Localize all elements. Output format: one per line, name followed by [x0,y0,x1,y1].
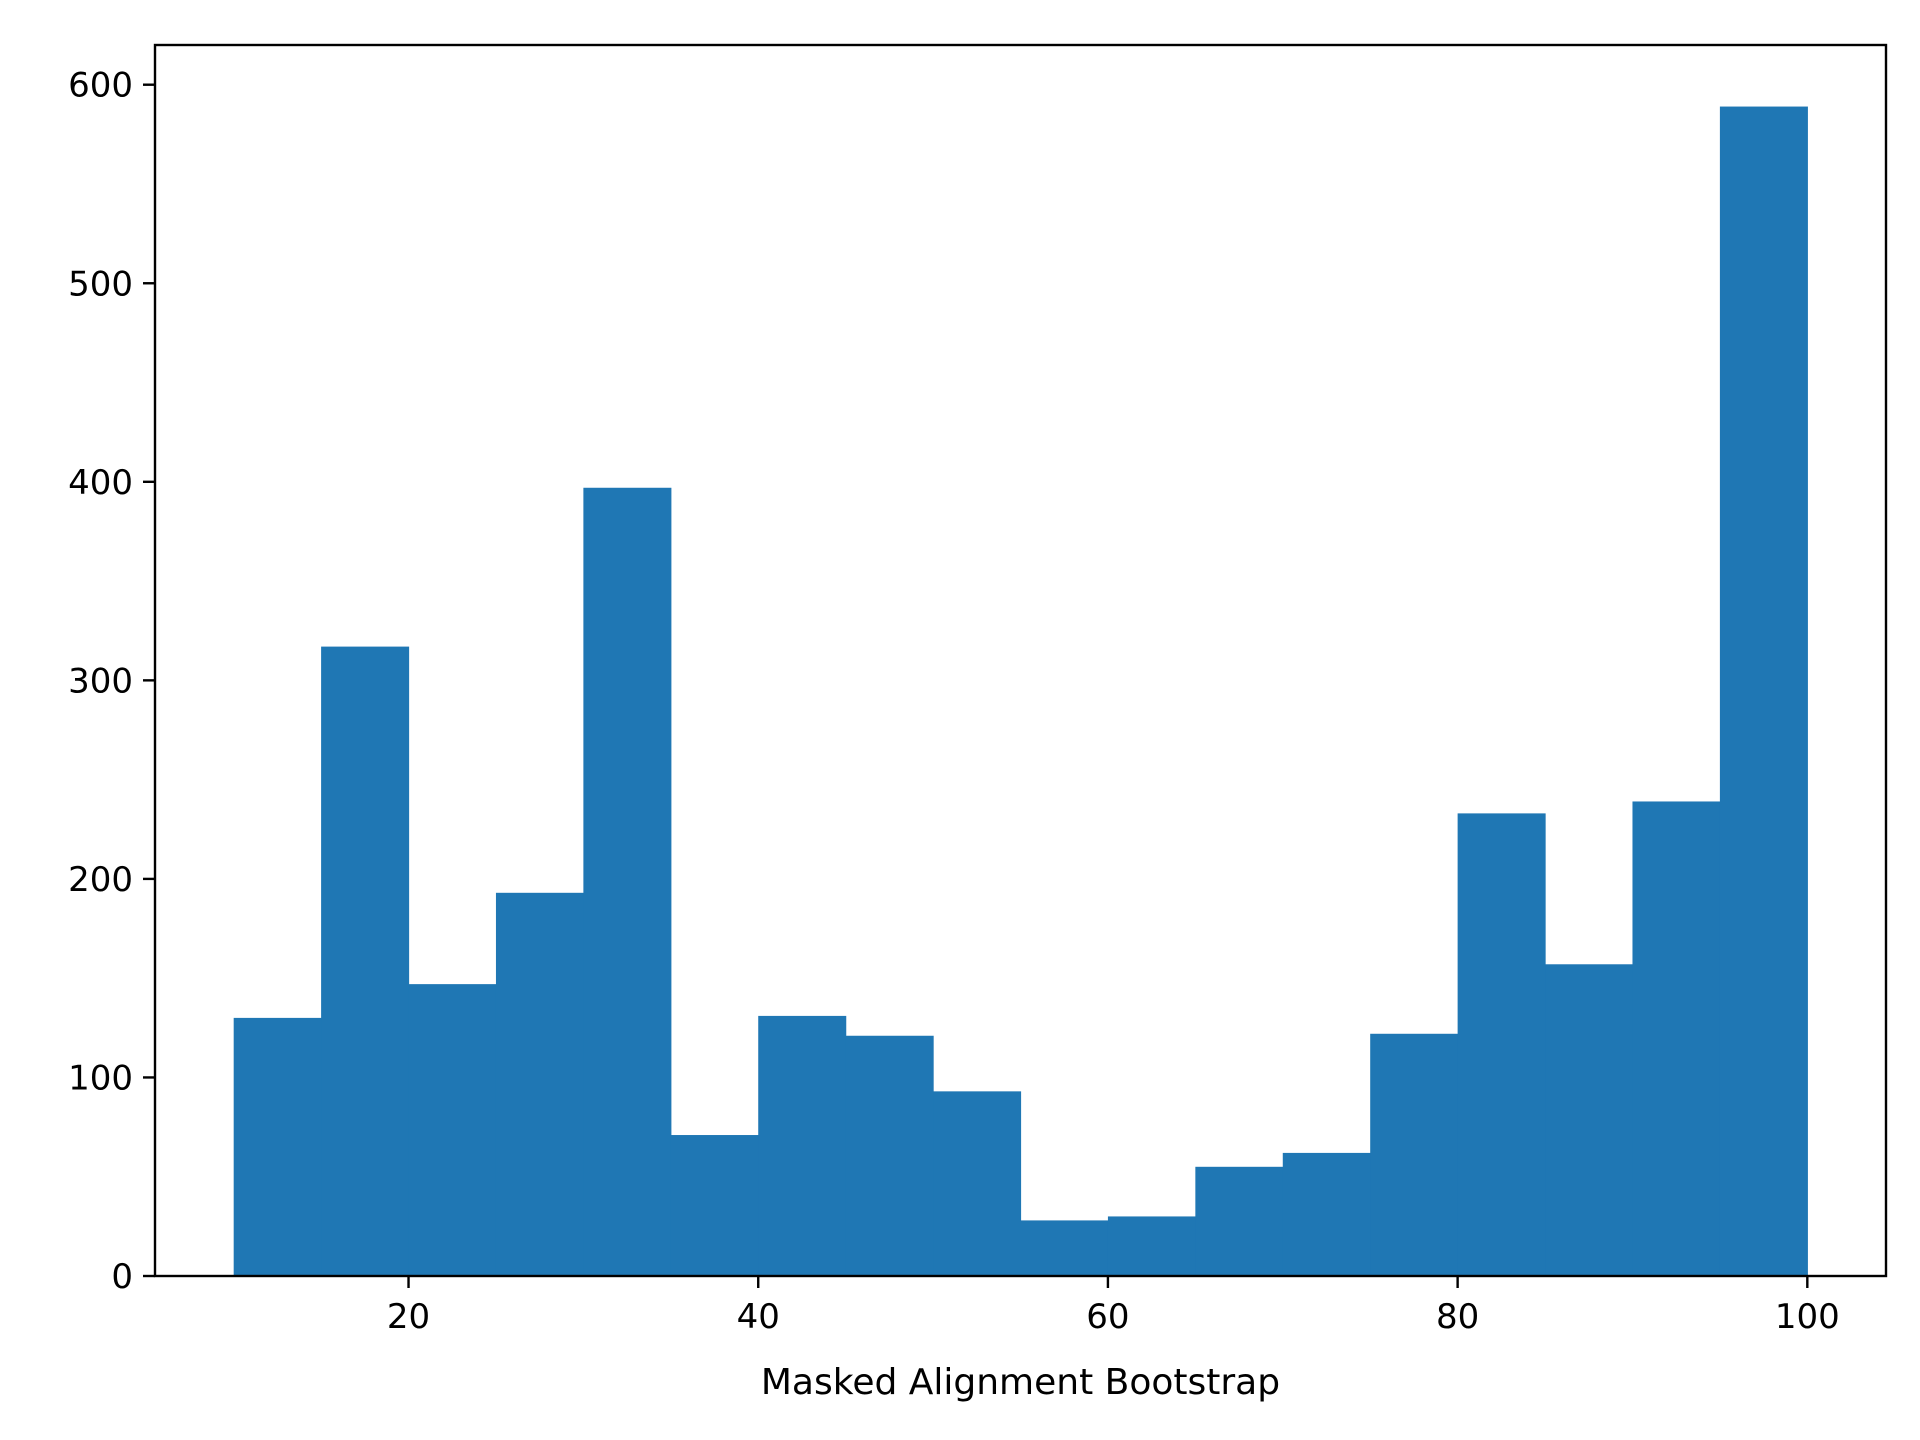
histogram-bar [1020,1220,1109,1276]
y-axis-ticks: 0 100 200 300 400 500 600 [68,66,155,1297]
x-tick-label: 40 [737,1297,780,1337]
histogram-bar [1282,1152,1371,1276]
histogram-bar [670,1135,759,1276]
y-tick-label: 600 [68,66,133,106]
plot-frame [153,43,1888,1278]
histogram-bar [1457,813,1546,1276]
histogram-bar [1632,801,1721,1276]
x-tick-label: 60 [1086,1297,1129,1337]
histogram-bar [495,892,584,1276]
y-tick-label: 300 [68,661,133,701]
histogram-bar [233,1017,322,1276]
x-axis-ticks: 20 40 60 80 100 [387,1276,1840,1337]
histogram-bar [1370,1033,1459,1276]
x-tick-label: 80 [1436,1297,1479,1337]
histogram-bar [408,984,497,1276]
y-tick-label: 400 [68,463,133,503]
x-axis-label: Masked Alignment Bootstrap [761,1362,1280,1403]
histogram-bar [933,1091,1022,1276]
histogram-bar [1107,1216,1196,1276]
y-tick-label: 100 [68,1058,133,1098]
y-tick-label: 200 [68,860,133,900]
histogram-bar [845,1035,934,1276]
histogram-bar [1719,106,1808,1276]
x-tick-label: 20 [387,1297,430,1337]
histogram-bar [758,1015,847,1276]
histogram-bar [1195,1166,1284,1276]
x-tick-label: 100 [1775,1297,1840,1337]
histogram-bar [583,487,672,1276]
y-tick-label: 500 [68,264,133,304]
y-tick-label: 0 [111,1257,133,1297]
histogram-bar [1545,964,1634,1276]
histogram-bar [321,646,410,1276]
histogram-bars [233,106,1808,1276]
